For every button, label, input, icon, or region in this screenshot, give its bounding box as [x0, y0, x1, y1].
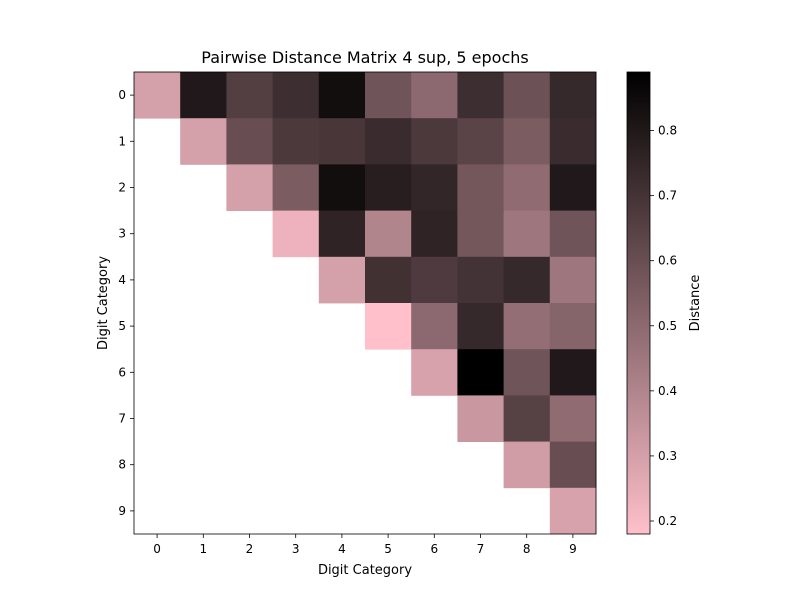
- chart-title: Pairwise Distance Matrix 4 sup, 5 epochs: [201, 48, 528, 67]
- heatmap-cell-4-7: [457, 256, 504, 304]
- heatmap-cell-8-9: [549, 441, 597, 489]
- plot-frame: [133, 71, 597, 535]
- x-tick-label: 2: [246, 542, 254, 556]
- heatmap-cell-0-9: [549, 72, 597, 119]
- y-axis-ticks: 0 1 2 3 4 5 6 7 8 9: [118, 88, 134, 518]
- heatmap-cell-5-8: [503, 303, 551, 350]
- heatmap-cell-0-5: [365, 72, 412, 119]
- y-tick-label: 0: [118, 88, 126, 102]
- heatmap-cell-2-3: [272, 164, 320, 211]
- x-tick-label: 4: [338, 542, 346, 556]
- y-tick-label: 1: [118, 134, 126, 148]
- heatmap-cell-0-1: [180, 72, 227, 119]
- heatmap-cell-0-0: [134, 72, 181, 119]
- heatmap-cell-3-6: [411, 210, 458, 258]
- heatmap-cell-2-8: [503, 164, 551, 211]
- heatmap-cell-0-4: [318, 72, 366, 119]
- heatmap-cell-7-7: [457, 395, 504, 442]
- x-tick-label: 9: [569, 542, 577, 556]
- colorbar-tick-label: 0.7: [658, 189, 677, 203]
- heatmap-cell-3-3: [272, 210, 320, 258]
- y-tick-label: 5: [118, 319, 126, 333]
- heatmap-cell-4-5: [365, 256, 412, 304]
- heatmap-cell-6-6: [411, 349, 458, 396]
- y-tick-label: 8: [118, 458, 126, 472]
- colorbar-tick-label: 0.4: [658, 384, 677, 398]
- heatmap-cell-6-8: [503, 349, 551, 396]
- heatmap-cell-7-8: [503, 395, 551, 442]
- x-axis-label: Digit Category: [318, 563, 412, 578]
- heatmap-cell-1-3: [272, 118, 320, 165]
- heatmap-cell-1-1: [180, 118, 227, 165]
- heatmap-cells: [134, 72, 597, 535]
- x-tick-label: 6: [430, 542, 438, 556]
- heatmap-cell-0-6: [411, 72, 458, 119]
- y-tick-label: 3: [118, 227, 126, 241]
- heatmap-cell-2-9: [549, 164, 597, 211]
- y-tick-label: 6: [118, 365, 126, 379]
- y-tick-label: 7: [118, 412, 126, 426]
- heatmap-cell-5-9: [549, 303, 597, 350]
- heatmap-cell-9-9: [549, 487, 597, 535]
- heatmap-cell-4-9: [549, 256, 597, 304]
- heatmap-cell-2-7: [457, 164, 504, 211]
- heatmap-cell-1-7: [457, 118, 504, 165]
- heatmap-cell-1-4: [318, 118, 366, 165]
- heatmap-cell-0-8: [503, 72, 551, 119]
- heatmap-cell-5-7: [457, 303, 504, 350]
- colorbar-tick-label: 0.5: [658, 319, 677, 333]
- heatmap-cell-0-2: [226, 72, 273, 119]
- y-tick-label: 9: [118, 504, 126, 518]
- heatmap-cell-2-5: [365, 164, 412, 211]
- heatmap-cell-5-6: [411, 303, 458, 350]
- y-tick-label: 4: [118, 273, 126, 287]
- heatmap-cell-1-2: [226, 118, 273, 165]
- heatmap-cell-4-6: [411, 256, 458, 304]
- heatmap-cell-3-8: [503, 210, 551, 258]
- heatmap-cell-1-6: [411, 118, 458, 165]
- y-tick-label: 2: [118, 181, 126, 195]
- heatmap-cell-5-5: [365, 303, 412, 350]
- heatmap-cell-2-2: [226, 164, 273, 211]
- x-tick-label: 7: [477, 542, 485, 556]
- x-tick-label: 3: [292, 542, 300, 556]
- colorbar-ticks: 0.2 0.3 0.4 0.5 0.6 0.7 0.8: [650, 124, 677, 528]
- heatmap-cell-1-9: [549, 118, 597, 165]
- heatmap-cell-2-6: [411, 164, 458, 211]
- heatmap-cell-2-4: [318, 164, 366, 211]
- colorbar-tick-label: 0.2: [658, 514, 677, 528]
- heatmap-cell-3-9: [549, 210, 597, 258]
- x-tick-label: 1: [199, 542, 207, 556]
- x-tick-label: 8: [523, 542, 531, 556]
- colorbar-tick-label: 0.3: [658, 449, 677, 463]
- heatmap-cell-8-8: [503, 441, 551, 489]
- x-tick-label: 5: [384, 542, 392, 556]
- colorbar: [626, 71, 651, 535]
- heatmap-cell-3-4: [318, 210, 366, 258]
- heatmap-cell-1-8: [503, 118, 551, 165]
- colorbar-tick-label: 0.8: [658, 124, 677, 138]
- heatmap-cell-3-7: [457, 210, 504, 258]
- heatmap-cell-0-3: [272, 72, 320, 119]
- heatmap-cell-1-5: [365, 118, 412, 165]
- heatmap-cell-6-7: [457, 349, 504, 396]
- heatmap-cell-0-7: [457, 72, 504, 119]
- heatmap-cell-6-9: [549, 349, 597, 396]
- y-axis-label: Digit Category: [96, 256, 111, 350]
- heatmap-cell-3-5: [365, 210, 412, 258]
- colorbar-label: Distance: [688, 275, 703, 332]
- x-tick-label: 0: [153, 542, 161, 556]
- heatmap-cell-4-8: [503, 256, 551, 304]
- heatmap-cell-7-9: [549, 395, 597, 442]
- x-axis-ticks: 0 1 2 3 4 5 6 7 8 9: [153, 534, 577, 556]
- colorbar-tick-label: 0.6: [658, 254, 677, 268]
- heatmap-cell-4-4: [318, 256, 366, 304]
